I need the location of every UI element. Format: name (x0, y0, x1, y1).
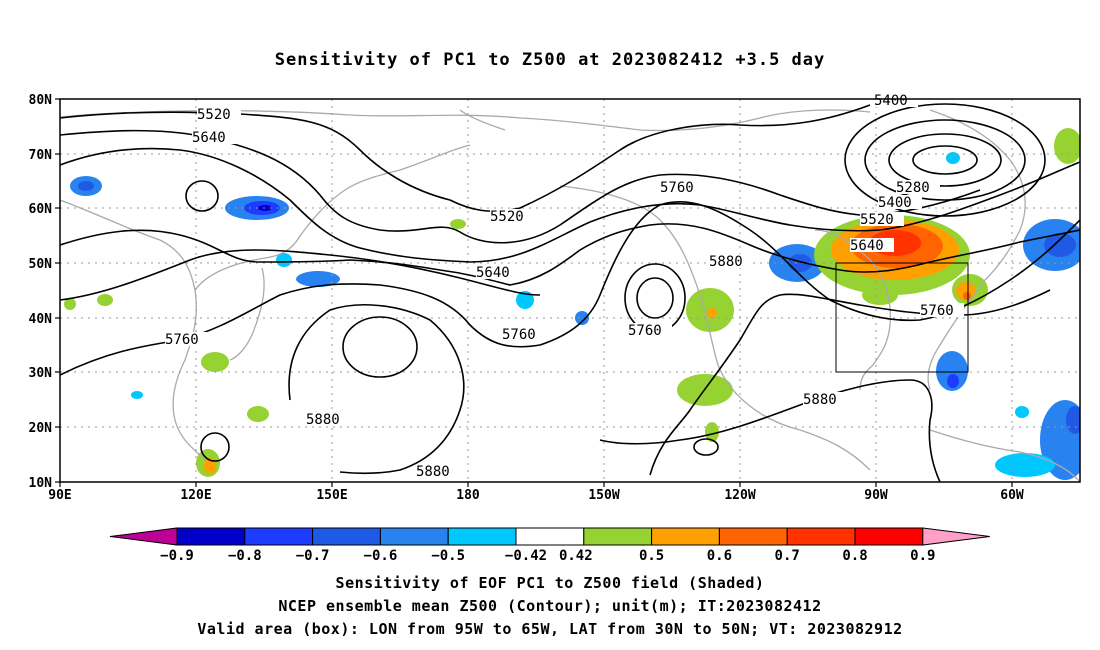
colorbar-label: −0.42 (505, 548, 547, 564)
negative-patch (936, 351, 968, 391)
colorbar-label: −0.8 (228, 548, 262, 564)
contour-label: 5520 (490, 209, 524, 225)
colorbar-box (854, 527, 924, 546)
contour-label: 5400 (874, 93, 908, 109)
valid-area-box (835, 262, 969, 373)
contour-label: 5760 (920, 303, 954, 319)
colorbar-box (176, 527, 246, 546)
plot-frame (59, 98, 1081, 483)
colorbar-label: 0.5 (639, 548, 664, 564)
longitude-labels: 90E 120E 150E 180 150W 120W 90W 60W (48, 488, 1024, 503)
caption-shaded: Sensitivity of EOF PC1 to Z500 field (Sh… (335, 574, 765, 592)
colorbar-label: −0.7 (296, 548, 330, 564)
colorbar-left-triangle (109, 527, 178, 546)
lat-label: 30N (29, 366, 53, 381)
lon-label: 90E (48, 488, 71, 503)
colorbar-box (718, 527, 788, 546)
lat-label: 20N (29, 421, 53, 436)
colorbar-right-triangle (922, 527, 990, 546)
plot-title: Sensitivity of PC1 to Z500 at 2023082412… (274, 50, 826, 70)
colorbar-box (379, 527, 449, 546)
contour-label: 5640 (476, 265, 510, 281)
colorbar-label: −0.6 (364, 548, 398, 564)
lon-label: 180 (456, 488, 480, 503)
contour-label: 5880 (416, 464, 450, 480)
colorbar-label: 0.9 (910, 548, 935, 564)
colorbar-box (583, 527, 653, 546)
coastlines (60, 109, 1080, 482)
colorbar-box (651, 527, 720, 546)
contour-label: 5280 (896, 180, 930, 196)
contour-label: 5880 (709, 254, 743, 270)
contour-label: 5760 (165, 332, 199, 348)
lat-label: 70N (29, 148, 53, 163)
lon-label: 60W (1000, 488, 1024, 503)
contour-label: 5880 (803, 392, 837, 408)
contour-label: 5760 (660, 180, 694, 196)
colorbar-box (447, 527, 517, 546)
contour-label: 5640 (192, 130, 226, 146)
caption-contour: NCEP ensemble mean Z500 (Contour); unit(… (278, 597, 822, 615)
lon-label: 120W (724, 488, 755, 503)
contour-label: 5880 (306, 412, 340, 428)
lon-label: 150E (316, 488, 347, 503)
colorbar-box (244, 527, 314, 546)
colorbar: −0.9 −0.8 −0.7 −0.6 −0.5 −0.42 0.42 0.5 0.6 0.7 0.… (109, 527, 990, 564)
negative-patch (296, 271, 340, 287)
contour-label: 5520 (860, 212, 894, 228)
lat-label: 40N (29, 312, 53, 327)
lat-label: 60N (29, 202, 53, 217)
axis-ticks (55, 98, 1013, 487)
lon-label: 150W (588, 488, 619, 503)
colorbar-box (515, 527, 585, 546)
lat-label: 50N (29, 257, 53, 272)
colorbar-box (312, 527, 381, 546)
colorbar-label: −0.5 (431, 548, 465, 564)
contour-labels: 5400 5520 5640 5280 5400 5520 5640 5760 … (165, 93, 964, 480)
colorbar-label: 0.8 (842, 548, 867, 564)
z500-contours (60, 103, 1080, 482)
contour-label: 5760 (628, 323, 662, 339)
contour-label: 5400 (878, 195, 912, 211)
caption-valid-area: Valid area (box): LON from 95W to 65W, L… (197, 620, 903, 638)
lon-label: 120E (180, 488, 211, 503)
graticule (60, 99, 1080, 482)
colorbar-label: 0.7 (775, 548, 800, 564)
lon-label: 90W (864, 488, 888, 503)
contour-label: 5760 (502, 327, 536, 343)
colorbar-box (786, 527, 856, 546)
latitude-labels: 80N 70N 60N 50N 40N 30N 20N 10N (29, 93, 53, 491)
lat-label: 80N (29, 93, 53, 108)
colorbar-label: 0.6 (707, 548, 732, 564)
colorbar-label: −0.9 (160, 548, 194, 564)
contour-label: 5640 (850, 238, 884, 254)
contour-label: 5520 (197, 107, 231, 123)
lat-label: 10N (29, 476, 53, 491)
colorbar-label: 0.42 (559, 548, 593, 564)
